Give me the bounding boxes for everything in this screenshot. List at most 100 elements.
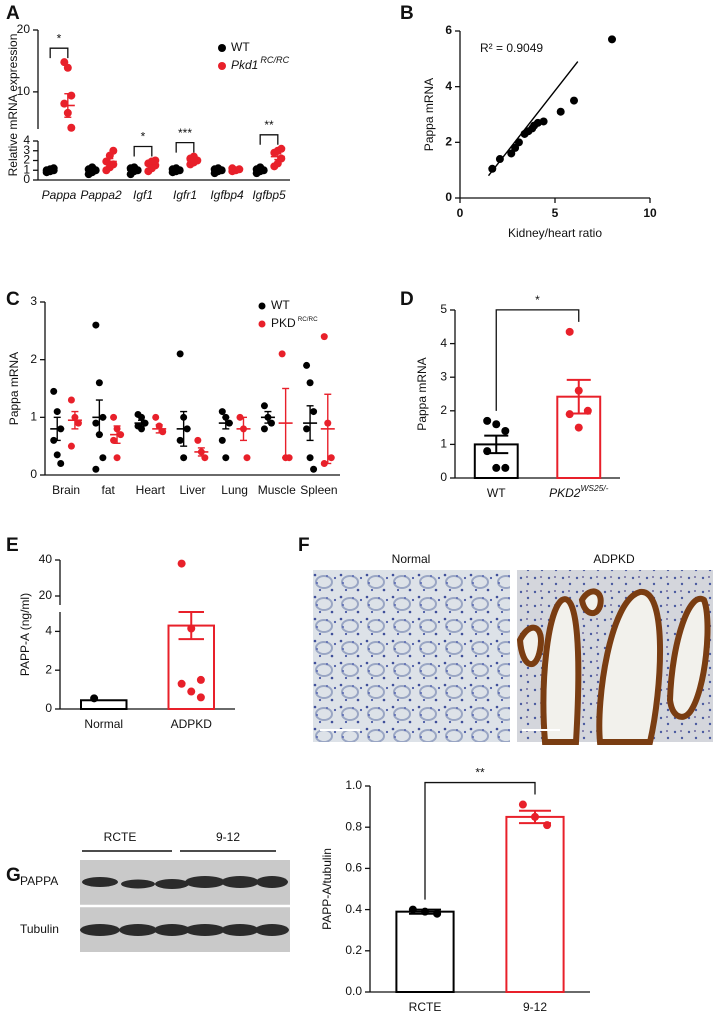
legend-label: WT: [271, 298, 290, 312]
x-tick-label: WT: [487, 486, 506, 500]
label-text: RCTE: [409, 1000, 442, 1014]
data-point: [95, 379, 103, 387]
label-text: PKD2: [549, 486, 581, 500]
data-point: [57, 459, 65, 467]
data-point: [278, 350, 286, 358]
significance-bracket: [495, 309, 580, 411]
label-text: Igfr1: [173, 188, 197, 202]
label-text: Spleen: [300, 483, 337, 497]
bar: [395, 910, 455, 993]
y-tick-label: 20: [39, 588, 53, 602]
legend-marker: [218, 44, 226, 52]
y-tick-label: 2: [440, 403, 447, 417]
data-point: [194, 436, 202, 444]
y-axis-label: Pappa mRNA: [7, 352, 21, 425]
label-text: Igf1: [133, 188, 153, 202]
significance-bracket: [133, 145, 153, 157]
data-point: [74, 419, 82, 427]
x-tick-label: Lung: [221, 483, 248, 497]
significance-bracket: [175, 141, 195, 153]
panel-label: A: [6, 3, 20, 24]
data-point: [260, 402, 268, 410]
data-point: [277, 144, 286, 153]
y-tick-label: 2: [30, 352, 37, 366]
data-point: [303, 361, 311, 369]
data-point: [53, 408, 61, 416]
x-tick-label: Igf1: [133, 188, 153, 202]
data-point: [138, 413, 146, 421]
y-tick-label: 0.6: [345, 861, 362, 875]
label-text: Igfbp5: [252, 188, 286, 202]
data-point: [50, 387, 58, 395]
y-tick-label: 0.0: [345, 984, 362, 998]
x-tick-label: ADPKD: [171, 717, 213, 731]
data-point: [67, 123, 76, 132]
data-point: [151, 156, 160, 165]
data-point: [574, 423, 583, 432]
legend-marker: [218, 62, 226, 70]
legend-label: PKD RC/RC: [271, 316, 318, 331]
data-point: [608, 35, 616, 44]
data-point: [92, 321, 100, 329]
significance-label: *: [535, 293, 540, 307]
x-tick-label: Igfbp4: [210, 188, 244, 202]
legend-text: WT: [231, 40, 250, 54]
legend-marker: [258, 320, 266, 328]
significance-label: *: [141, 130, 146, 144]
data-point: [113, 454, 121, 462]
data-point: [176, 436, 184, 444]
significance-bracket: [49, 47, 69, 59]
data-point: [574, 386, 583, 395]
data-point: [501, 463, 510, 472]
y-tick-label: 2: [445, 135, 452, 149]
x-tick-label: Normal: [84, 717, 123, 731]
label-text: Lung: [221, 483, 248, 497]
data-point: [565, 410, 574, 419]
data-point: [277, 154, 286, 163]
data-point: [222, 454, 230, 462]
data-point: [53, 451, 61, 459]
y-tick-label: 20: [17, 22, 31, 36]
label-text: Liver: [179, 483, 205, 497]
data-point: [492, 420, 501, 429]
data-point: [109, 146, 118, 155]
data-point: [99, 454, 107, 462]
y-tick-label: 1.0: [345, 778, 362, 792]
y-tick-label: 0: [440, 470, 447, 484]
x-tick-label: PKD2WS25/-: [549, 483, 608, 500]
y-tick-label: 40: [39, 552, 53, 566]
x-tick-label: Muscle: [258, 483, 296, 497]
label-text: Heart: [136, 483, 166, 497]
y-tick-label: 4: [440, 336, 447, 350]
significance-bracket: [424, 781, 536, 900]
y-axis-label: PAPP-A/tubulin: [320, 848, 334, 930]
data-point: [583, 406, 592, 415]
x-tick-label: 0: [457, 206, 464, 220]
x-tick-label: Liver: [179, 483, 205, 497]
y-axis-label: Relative mRNA expression: [6, 34, 20, 177]
data-point: [260, 425, 268, 433]
data-point: [177, 679, 186, 688]
y-tick-label: 4: [23, 133, 30, 147]
y-tick-label: 0.4: [345, 902, 362, 916]
bar: [505, 815, 565, 994]
blot-group-label: RCTE: [104, 830, 137, 844]
histology-image: [313, 570, 510, 742]
significance-bracket: [259, 134, 279, 145]
data-point: [310, 408, 318, 416]
x-tick-label: RCTE: [409, 1000, 442, 1014]
x-tick-label: Pappa: [42, 188, 77, 202]
data-point: [177, 559, 186, 568]
data-point: [306, 379, 314, 387]
data-point: [433, 909, 442, 918]
y-tick-label: 2: [45, 662, 52, 676]
x-tick-label: 10: [643, 206, 657, 220]
y-tick-label: 10: [17, 84, 31, 98]
data-point: [92, 465, 100, 473]
blot-group-label: 9-12: [216, 830, 240, 844]
y-tick-label: 1: [23, 162, 30, 176]
y-tick-label: 2: [23, 153, 30, 167]
x-tick-label: 5: [552, 206, 559, 220]
data-point: [320, 333, 328, 341]
panel-label: F: [298, 535, 310, 556]
